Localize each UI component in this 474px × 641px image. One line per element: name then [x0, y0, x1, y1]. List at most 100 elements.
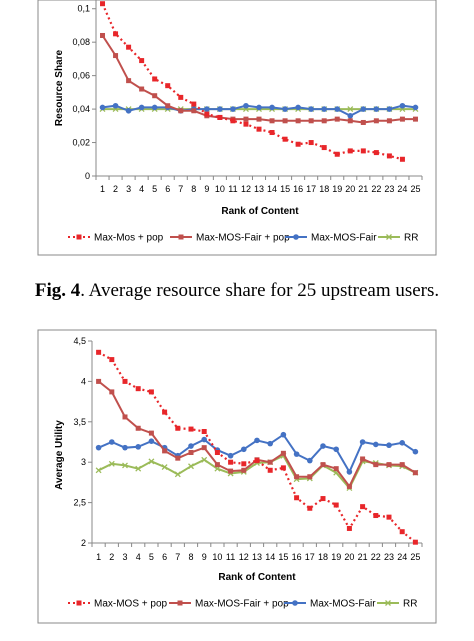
data-point — [201, 445, 207, 451]
data-point — [386, 442, 392, 449]
x-tick-label: 1 — [96, 552, 101, 562]
data-point — [122, 378, 128, 384]
legend-label: Max-MOS-Fair + pop — [196, 233, 290, 244]
x-tick-label: 3 — [126, 184, 131, 194]
data-point — [227, 452, 234, 459]
data-point — [135, 386, 141, 392]
x-tick-label: 4 — [139, 184, 144, 194]
data-point — [243, 116, 249, 122]
x-tick-label: 12 — [239, 552, 249, 562]
legend-marker — [177, 600, 183, 606]
x-tick-label: 6 — [165, 184, 170, 194]
x-tick-label: 17 — [306, 184, 316, 194]
data-point — [214, 462, 220, 468]
data-point — [280, 450, 286, 456]
x-tick-label: 13 — [252, 552, 262, 562]
y-tick-label: 3 — [81, 457, 86, 467]
data-point — [267, 440, 274, 447]
data-point — [282, 106, 288, 112]
data-point — [373, 462, 379, 468]
y-tick-label: 3,5 — [73, 417, 86, 427]
data-point — [230, 106, 236, 112]
data-point — [99, 104, 106, 111]
data-point — [308, 118, 314, 124]
data-point — [151, 104, 158, 111]
x-tick-label: 22 — [371, 552, 381, 562]
x-tick-label: 2 — [109, 552, 114, 562]
data-point — [269, 118, 275, 124]
data-point — [109, 439, 115, 445]
data-point — [109, 357, 115, 363]
y-tick-label: 0,02 — [72, 138, 90, 148]
legend-label: Max-MOS-Fair — [310, 599, 376, 610]
data-point — [256, 116, 262, 122]
x-tick-label: 16 — [293, 184, 303, 194]
data-point — [122, 462, 128, 469]
x-tick-label: 23 — [384, 552, 394, 562]
data-point — [148, 458, 155, 465]
data-point — [161, 464, 168, 471]
data-point — [412, 448, 419, 455]
x-tick-label: 3 — [122, 552, 127, 562]
x-tick-label: 21 — [358, 552, 368, 562]
data-point — [162, 409, 168, 415]
data-point — [148, 389, 154, 395]
data-point — [113, 53, 119, 59]
figure-caption: Fig. 4. Average resource share for 25 up… — [0, 280, 474, 302]
data-point — [321, 106, 328, 112]
x-tick-label: 15 — [278, 552, 288, 562]
data-point — [267, 459, 273, 465]
chart-1: 00,020,040,060,080,11 2 3 4 5 6 7 8 9 10 11 12 13 14 1… — [37, 0, 437, 256]
data-point — [96, 378, 102, 384]
data-point — [373, 118, 379, 124]
x-tick-label: 2 — [113, 184, 118, 194]
legend-label: Max-MOS-Fair + pop — [195, 599, 289, 610]
chart-2-series — [95, 349, 419, 545]
x-tick-label: 19 — [332, 184, 342, 194]
legend-label: RR — [403, 599, 417, 610]
x-tick-label: 11 — [226, 552, 235, 562]
data-point — [228, 468, 234, 474]
data-point — [360, 148, 366, 154]
x-tick-label: 20 — [344, 552, 354, 562]
data-point — [386, 118, 392, 124]
data-point — [386, 106, 393, 112]
chart-2-ylabel: Average Utility — [54, 420, 65, 490]
data-point — [320, 443, 326, 449]
data-point — [95, 467, 102, 474]
data-point — [256, 126, 262, 132]
x-tick-label: 18 — [318, 552, 328, 562]
data-point — [230, 118, 236, 124]
data-point — [346, 483, 352, 489]
data-point — [347, 106, 354, 113]
data-point — [113, 31, 119, 37]
data-point — [373, 106, 380, 112]
data-point — [412, 470, 418, 476]
data-point — [346, 469, 353, 475]
x-tick-label: 14 — [267, 184, 277, 194]
y-tick-label: 0,06 — [72, 71, 90, 81]
x-tick-label: 10 — [212, 552, 222, 562]
y-tick-label: 0,1 — [77, 4, 90, 14]
chart-1-ylabel: Resource Share — [54, 49, 65, 126]
legend-label: Max-MOS + pop — [94, 599, 168, 610]
data-point — [280, 431, 287, 438]
x-tick-label: 24 — [397, 552, 407, 562]
data-point — [307, 505, 313, 511]
data-point — [214, 450, 220, 456]
legend-marker — [76, 600, 82, 606]
data-point — [165, 103, 171, 109]
x-tick-label: 23 — [384, 184, 394, 194]
chart-2: 22,533,544,51 2 3 4 5 6 7 8 9 10 11 12 13 14 15 16 17 18 1… — [37, 329, 437, 624]
x-tick-label: 5 — [149, 552, 154, 562]
x-tick-label: 11 — [228, 184, 237, 194]
data-point — [295, 141, 301, 147]
data-point — [152, 76, 158, 82]
y-tick-label: 2 — [81, 538, 86, 548]
data-point — [334, 116, 340, 122]
data-point — [126, 78, 132, 84]
data-point — [125, 107, 132, 114]
data-point — [243, 121, 249, 127]
data-point — [108, 460, 115, 467]
